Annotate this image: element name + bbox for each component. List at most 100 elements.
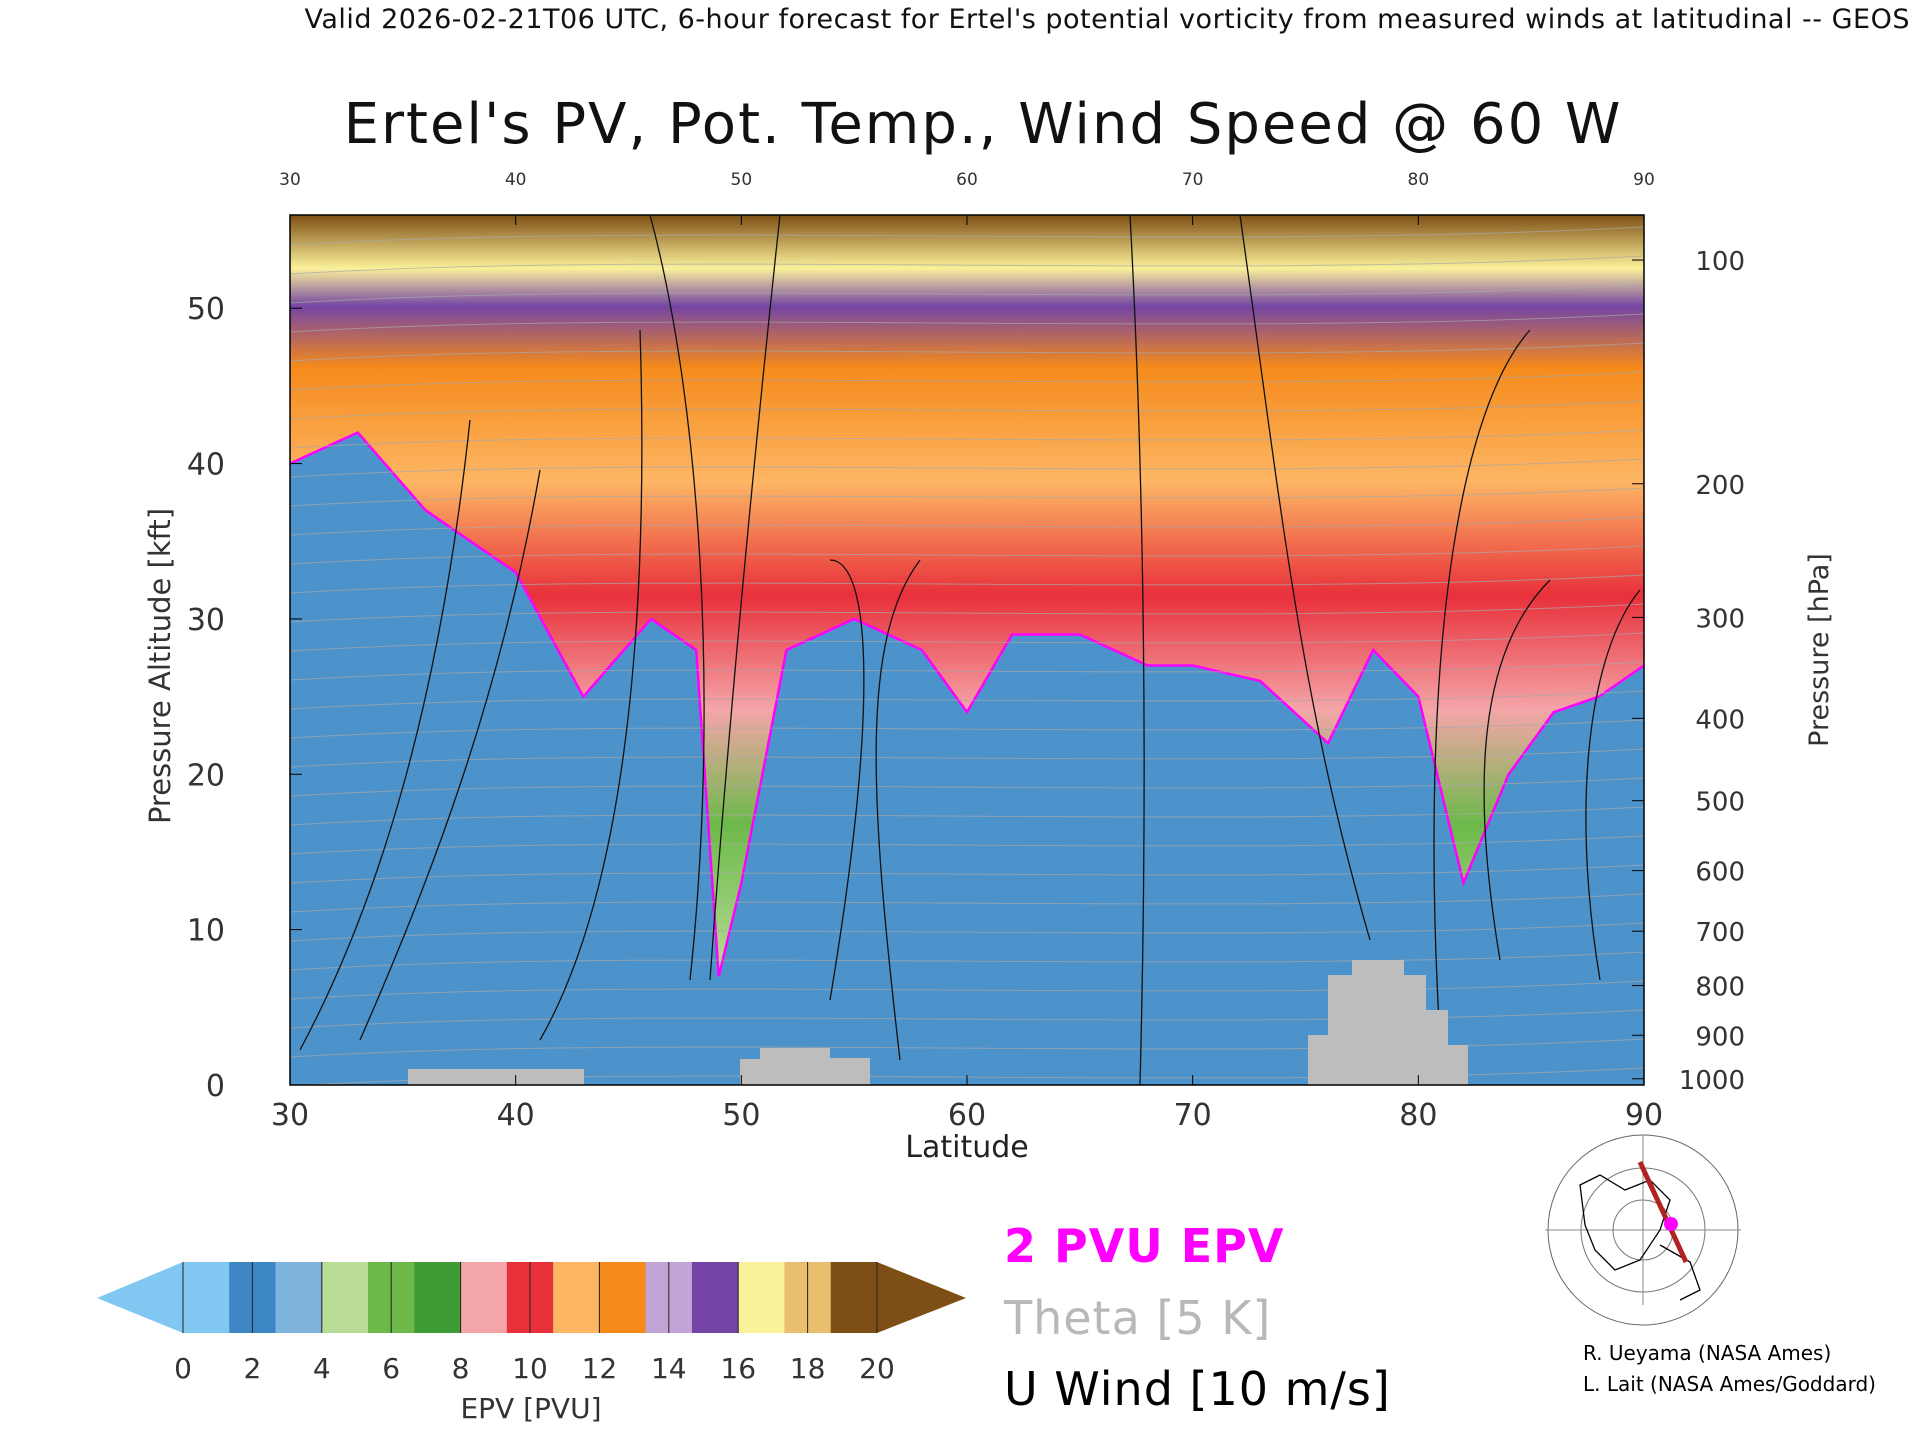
theta-contour-line bbox=[290, 226, 1644, 246]
theta-contour-line bbox=[290, 458, 1644, 478]
theta-contour-line bbox=[290, 690, 1644, 710]
y-tick-label: 40 bbox=[187, 448, 225, 483]
pressure-tick-label: 400 bbox=[1695, 705, 1745, 735]
colorbar-tick-label: 6 bbox=[382, 1352, 400, 1385]
colorbar-tick-label: 8 bbox=[452, 1352, 470, 1385]
colorbar-high-arrow bbox=[877, 1262, 966, 1333]
theta-contour-line bbox=[290, 748, 1644, 768]
colorbar-cell bbox=[275, 1262, 323, 1333]
colorbar-tick-label: 0 bbox=[174, 1352, 192, 1385]
x-tick-label: 70 bbox=[1174, 1098, 1212, 1133]
epv-2pvu-contour bbox=[290, 430, 1644, 977]
colorbar-tick-label: 4 bbox=[313, 1352, 331, 1385]
legend-theta: Theta [5 K] bbox=[1003, 1291, 1271, 1345]
x-tick-label-top: 30 bbox=[279, 170, 301, 190]
theta-contour-line bbox=[290, 342, 1644, 362]
x-tick-label-top: 90 bbox=[1633, 170, 1655, 190]
colorbar-low-arrow bbox=[97, 1262, 183, 1333]
y-tick-label: 20 bbox=[187, 758, 225, 793]
colorbar: 0 2 4 6 8 10 12 14 16 18 20 EPV [PVU] bbox=[97, 1262, 966, 1425]
wind-contour-line bbox=[875, 559, 921, 1061]
theta-contour-line bbox=[290, 284, 1644, 304]
chart-legend: 2 PVU EPV Theta [5 K] U Wind [10 m/s] bbox=[1003, 1219, 1390, 1416]
pressure-tick-label: 900 bbox=[1695, 1022, 1745, 1052]
locator-map bbox=[1545, 1134, 1741, 1326]
colorbar-tick-label: 2 bbox=[243, 1352, 261, 1385]
y-tick-label: 0 bbox=[206, 1069, 225, 1104]
colorbar-tick-label: 14 bbox=[651, 1352, 687, 1385]
x-tick-label: 90 bbox=[1625, 1098, 1663, 1133]
pressure-axis-ticks: 100 200 300 400 500 600 700 800 900 1000 bbox=[1632, 247, 1745, 1096]
y-axis-ticks: 0 10 20 30 40 50 bbox=[187, 292, 302, 1104]
theta-contour-line bbox=[290, 835, 1644, 855]
colorbar-cell bbox=[414, 1262, 462, 1333]
x-tick-label: 60 bbox=[948, 1098, 986, 1133]
theta-contour-line bbox=[290, 371, 1644, 391]
theta-contour-line bbox=[290, 806, 1644, 826]
pressure-tick-label: 600 bbox=[1695, 858, 1745, 888]
legend-epv: 2 PVU EPV bbox=[1004, 1219, 1284, 1273]
terrain bbox=[408, 960, 1468, 1085]
pressure-tick-label: 500 bbox=[1695, 788, 1745, 818]
pressure-tick-label: 700 bbox=[1695, 918, 1745, 948]
wind-contours bbox=[299, 215, 1641, 1085]
y-tick-label: 50 bbox=[187, 292, 225, 327]
colorbar-cell bbox=[691, 1262, 739, 1333]
x-tick-label: 30 bbox=[271, 1098, 309, 1133]
y-axis-label: Pressure Altitude [kft] bbox=[143, 508, 177, 824]
wind-contour-line bbox=[829, 559, 865, 1001]
theta-contour-line bbox=[290, 980, 1644, 1000]
theta-contour-line bbox=[290, 922, 1644, 942]
high-pv-band bbox=[290, 215, 1644, 977]
colorbar-cell bbox=[321, 1262, 369, 1333]
credit-line-1: R. Ueyama (NASA Ames) bbox=[1583, 1341, 1831, 1365]
y2-axis-label: Pressure [hPa] bbox=[1804, 553, 1835, 747]
theta-contour-line bbox=[290, 661, 1644, 681]
theta-contour-line bbox=[290, 313, 1644, 333]
wind-contour-line bbox=[359, 469, 541, 1041]
theta-contour-line bbox=[290, 719, 1644, 739]
pressure-tick-label: 1000 bbox=[1679, 1066, 1745, 1096]
colorbar-cell bbox=[599, 1262, 647, 1333]
pressure-tick-label: 200 bbox=[1695, 471, 1745, 501]
wind-contour-line bbox=[1585, 589, 1641, 981]
wind-contour-line bbox=[539, 329, 643, 1041]
colorbar-cell bbox=[460, 1262, 508, 1333]
wind-contour-line bbox=[1483, 579, 1551, 961]
theta-contour-line bbox=[290, 574, 1644, 594]
colorbar-tick-label: 16 bbox=[720, 1352, 756, 1385]
x-tick-label-top: 60 bbox=[956, 170, 978, 190]
theta-contour-line bbox=[290, 429, 1644, 449]
theta-contour-line bbox=[290, 255, 1644, 275]
header-line: Valid 2026-02-21T06 UTC, 6-hour forecast… bbox=[304, 4, 1910, 35]
x-tick-label-top: 50 bbox=[731, 170, 753, 190]
colorbar-cell bbox=[738, 1262, 785, 1333]
theta-contour-line bbox=[290, 545, 1644, 565]
pressure-tick-label: 800 bbox=[1695, 973, 1745, 1003]
x-tick-label: 40 bbox=[497, 1098, 535, 1133]
credit-line-2: L. Lait (NASA Ames/Goddard) bbox=[1583, 1372, 1876, 1396]
x-axis-label: Latitude bbox=[905, 1130, 1028, 1165]
colorbar-tick-label: 18 bbox=[790, 1352, 826, 1385]
colorbar-tick-label: 12 bbox=[582, 1352, 618, 1385]
location-marker bbox=[1664, 1217, 1678, 1231]
wind-contour-line bbox=[1239, 215, 1371, 941]
theta-contour-line bbox=[290, 951, 1644, 971]
theta-contour-line bbox=[290, 864, 1644, 884]
theta-contour-line bbox=[290, 400, 1644, 420]
x-tick-label: 80 bbox=[1399, 1098, 1437, 1133]
wind-contour-line bbox=[709, 215, 781, 981]
colorbar-cell bbox=[830, 1262, 878, 1333]
colorbar-tick-label: 20 bbox=[859, 1352, 895, 1385]
theta-contour-line bbox=[290, 516, 1644, 536]
theta-contour-line bbox=[290, 777, 1644, 797]
x-tick-label-top: 80 bbox=[1408, 170, 1430, 190]
pressure-tick-label: 300 bbox=[1695, 604, 1745, 634]
theta-contour-line bbox=[290, 632, 1644, 652]
pressure-tick-label: 100 bbox=[1695, 247, 1745, 277]
colorbar-cell bbox=[553, 1262, 600, 1333]
x-axis-ticks: 30 30 40 40 50 50 60 60 70 70 80 80 90 90 bbox=[271, 170, 1663, 1133]
x-tick-label: 50 bbox=[722, 1098, 760, 1133]
x-tick-label-top: 40 bbox=[505, 170, 527, 190]
